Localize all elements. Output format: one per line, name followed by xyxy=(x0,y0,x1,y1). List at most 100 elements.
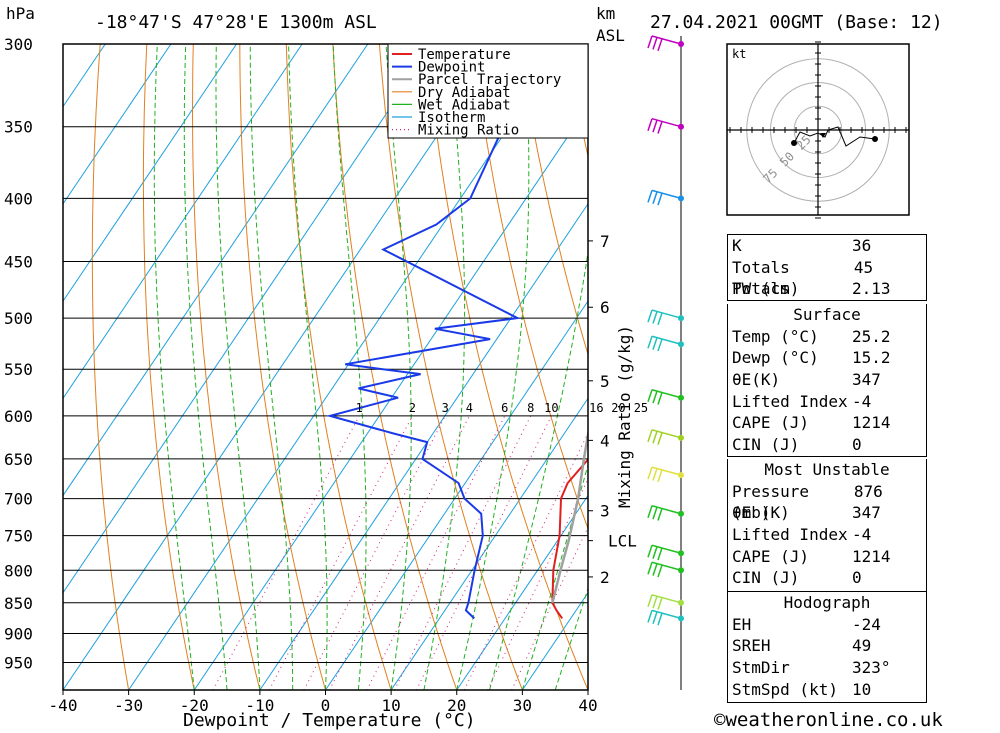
param-label: CIN (J) xyxy=(732,568,800,588)
wind-barb-feather xyxy=(657,469,663,483)
legend-label: Wet Adiabat xyxy=(418,97,511,113)
param-row: CIN (J) 0 xyxy=(728,434,926,456)
wind-barb-feather xyxy=(647,544,653,558)
param-label: StmDir xyxy=(732,658,790,678)
mixing-ratio-label: 3 xyxy=(442,401,449,415)
wind-barb-feather xyxy=(657,192,663,206)
param-row: Dewp (°C) 15.2 xyxy=(728,347,926,369)
param-value: 25.2 xyxy=(852,326,891,346)
panel-title: Surface xyxy=(793,305,861,324)
dry-adiabat-line xyxy=(425,44,588,690)
legend-label: Mixing Ratio xyxy=(418,123,519,139)
x-tick-label: -30 xyxy=(114,696,143,715)
wind-barb-staff xyxy=(651,189,682,200)
km-label: km xyxy=(596,4,615,23)
wet-adiabat-line xyxy=(288,44,328,690)
param-value: 1214 xyxy=(852,546,891,566)
param-value: 49 xyxy=(852,636,872,656)
panel-title: Hodograph xyxy=(783,593,871,612)
isotherm-line xyxy=(63,44,172,205)
wind-barb-feather xyxy=(657,547,663,561)
asl-label: ASL xyxy=(596,26,625,45)
param-value: 10 xyxy=(852,679,872,699)
wind-level-dot xyxy=(678,123,684,130)
param-label: Lifted Index xyxy=(732,391,848,411)
dry-adiabat-line xyxy=(91,44,130,690)
credit-text: ©weatheronline.co.uk xyxy=(714,709,943,731)
dry-adiabat-line xyxy=(518,44,588,357)
mixing-ratio-axis-title: Mixing Ratio (g/kg) xyxy=(615,325,634,508)
mixing-ratio-line xyxy=(329,415,470,690)
hodograph-params-panel: Hodograph EH -24 SREH 49 StmDir 323° StmSpd (kt… xyxy=(727,592,927,703)
dewpoint-line xyxy=(326,44,543,620)
param-label: Lifted Index xyxy=(732,525,848,545)
mixing-ratio-label: 20 xyxy=(611,401,625,415)
isotherm-line xyxy=(259,202,588,690)
mixing-ratio-line xyxy=(487,477,588,690)
y-tick-label: 850 xyxy=(4,594,33,613)
wind-barb-staff xyxy=(651,309,682,319)
y-tick-label: 400 xyxy=(4,189,33,208)
param-label: PW (cm) xyxy=(732,279,800,299)
panel-title: Most Unstable xyxy=(764,460,890,479)
y-tick-label: 950 xyxy=(4,653,33,672)
x-tick-label: -10 xyxy=(245,696,274,715)
wind-barb-staff xyxy=(651,609,682,620)
wet-adiabat-line xyxy=(332,44,367,690)
datetime-label: 27.04.2021 00GMT (Base: 12) xyxy=(650,12,943,33)
param-value: 347 xyxy=(852,503,881,523)
param-label: Temp (°C) xyxy=(732,326,819,346)
param-value: 15.2 xyxy=(852,348,891,368)
param-row: StmSpd (kt) 10 xyxy=(728,679,926,701)
wind-barb-feather xyxy=(657,597,663,610)
wind-barb-feather xyxy=(657,392,663,405)
mixing-ratio-label: 4 xyxy=(466,401,473,415)
legend-label: Dewpoint xyxy=(418,60,485,76)
wet-adiabat-line xyxy=(456,44,530,690)
legend-label: Temperature xyxy=(418,47,511,63)
wind-barb-staff xyxy=(651,466,682,476)
param-row: PW (cm) 2.13 xyxy=(728,278,926,300)
wind-barb-feather xyxy=(647,610,653,623)
wind-barb-feather xyxy=(652,595,658,609)
wind-barb-feather xyxy=(647,466,653,480)
mixing-ratio-label: 25 xyxy=(634,401,648,415)
param-row: Totals Totals 45 xyxy=(728,257,926,299)
dry-adiabat-line xyxy=(191,44,261,690)
mixing-ratio-label: 2 xyxy=(409,401,416,415)
y-tick-label: 550 xyxy=(4,360,33,379)
surface-panel: Surface Temp (°C) 25.2 Dewp (°C) 15.2 θE(K) 34… xyxy=(727,304,927,457)
param-row: Temp (°C) 25.2 xyxy=(728,326,926,348)
param-value: 0 xyxy=(852,568,862,588)
km-tick-label: 7 xyxy=(600,232,610,251)
param-label: Pressure (mb) xyxy=(732,481,810,523)
param-value: 0 xyxy=(852,435,862,455)
mixing-ratio-line xyxy=(394,415,532,690)
x-tick-label: 20 xyxy=(447,696,466,715)
param-value: -24 xyxy=(852,614,881,634)
parcel-trajectory-line xyxy=(551,427,588,604)
hpa-unit-label: hPa xyxy=(6,4,35,23)
param-row: Lifted Index -4 xyxy=(728,524,926,546)
x-axis-title: Dewpoint / Temperature (°C) xyxy=(183,710,476,731)
hodograph-point xyxy=(791,140,797,146)
wind-barb-staff xyxy=(651,505,682,515)
wind-barb-staff xyxy=(651,117,682,128)
wind-barb-feather xyxy=(647,594,653,608)
param-label: CIN (J) xyxy=(732,435,800,455)
x-tick-label: 30 xyxy=(513,696,532,715)
km-tick-label: 3 xyxy=(600,502,610,521)
param-row: θE (K) 347 xyxy=(728,502,926,524)
wind-barb-feather xyxy=(652,311,658,324)
wind-barb-feather xyxy=(652,191,658,204)
wind-profile xyxy=(647,35,684,690)
km-axis: 7 6 5 4 3 LCL 2 xyxy=(587,44,637,690)
isotherm-line xyxy=(390,397,588,690)
wind-barb-feather xyxy=(657,612,663,626)
x-tick-label: -20 xyxy=(180,696,209,715)
wind-barb-feather xyxy=(652,390,658,404)
param-label: SREH xyxy=(732,636,771,656)
km-tick-label: 5 xyxy=(600,372,610,391)
